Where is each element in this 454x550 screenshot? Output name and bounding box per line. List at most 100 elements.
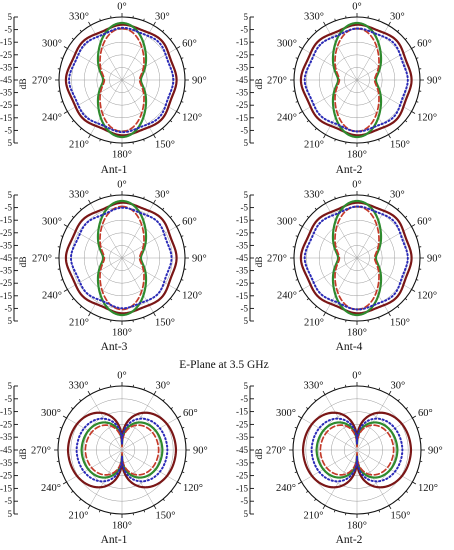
db-tick-label: -5 xyxy=(241,394,249,404)
series-curve-3 xyxy=(84,424,160,476)
grid-spoke xyxy=(121,25,154,81)
angle-tick xyxy=(397,498,400,501)
db-tick-label: 5 xyxy=(244,509,249,519)
angle-tick xyxy=(176,224,181,227)
angle-tick xyxy=(181,57,184,59)
angle-tick xyxy=(314,29,317,32)
db-tick-label: -45 xyxy=(0,75,12,85)
angle-tick xyxy=(153,21,156,26)
db-tick-label: -25 xyxy=(0,50,12,60)
db-scale: 5 -5 -15 -25 -35 -45 -35 -25 -15 -5 5 xyxy=(0,190,18,326)
db-tick-label: 5 xyxy=(244,190,249,200)
db-tick-label: 5 xyxy=(8,12,13,22)
angle-label: 240° xyxy=(42,113,62,124)
db-tick-label: -15 xyxy=(0,113,12,123)
angle-tick xyxy=(162,399,165,402)
db-tick-label: -5 xyxy=(241,203,249,213)
angle-tick xyxy=(412,481,417,485)
db-tick-label: 5 xyxy=(8,381,13,391)
angle-tick xyxy=(298,46,303,49)
angle-tick xyxy=(295,235,298,237)
angle-tick xyxy=(98,387,101,390)
db-tick-label: -35 xyxy=(0,240,12,250)
angle-tick xyxy=(306,490,309,493)
db-tick-label: -15 xyxy=(236,291,248,301)
angle-tick xyxy=(294,471,297,474)
angle-tick xyxy=(143,510,146,513)
angle-tick xyxy=(378,18,380,21)
angle-tick xyxy=(397,306,400,309)
angle-label: 210° xyxy=(69,318,89,329)
angle-label: 30° xyxy=(155,189,170,200)
angle-tick xyxy=(417,426,420,429)
polar-chart-3: 0° 30° 60° 90° 120° 150° 180° 210° 240° 270° 300° 3… xyxy=(0,180,207,354)
angle-tick xyxy=(98,510,101,513)
db-tick-label: 5 xyxy=(8,138,13,148)
angle-label: 150° xyxy=(390,318,410,329)
angle-tick xyxy=(323,134,326,139)
angle-tick xyxy=(170,490,173,493)
angle-label: 180° xyxy=(347,150,367,161)
angle-tick xyxy=(397,29,400,32)
angle-tick xyxy=(60,279,63,281)
angle-label: 240° xyxy=(277,291,297,302)
angle-tick xyxy=(378,139,380,142)
angle-tick xyxy=(334,139,336,142)
angle-label: 180° xyxy=(347,328,367,339)
grid-spoke xyxy=(302,226,358,259)
angle-tick xyxy=(87,505,91,510)
angle-label: 0° xyxy=(117,2,126,13)
angle-tick xyxy=(62,415,67,419)
polar-chart-4: 0° 30° 60° 90° 120° 150° 180° 210° 240° 270° 300° 3… xyxy=(236,180,442,354)
grid-spoke xyxy=(356,79,389,135)
db-tick-label: -5 xyxy=(241,25,249,35)
angle-tick xyxy=(153,505,157,510)
grid-spoke xyxy=(121,79,154,135)
angle-tick xyxy=(314,306,317,309)
angle-label: 120° xyxy=(417,291,437,302)
series-curve-4 xyxy=(68,26,175,134)
db-scale: 5 -5 -15 -25 -35 -45 -35 -25 -15 -5 5 xyxy=(236,381,254,519)
angle-label: 300° xyxy=(276,408,296,419)
angle-label: 270° xyxy=(32,76,52,87)
angle-tick xyxy=(306,120,309,123)
db-tick-label: -35 xyxy=(236,266,248,276)
angle-tick xyxy=(314,399,317,402)
angle-tick xyxy=(314,128,317,131)
angle-label: 0° xyxy=(117,371,126,382)
angle-tick xyxy=(99,139,101,142)
angle-tick xyxy=(388,505,392,510)
grid-spoke xyxy=(66,417,123,451)
angle-label: 270° xyxy=(267,76,287,87)
angle-tick xyxy=(298,224,303,227)
angle-tick xyxy=(322,505,326,510)
db-tick-label: -25 xyxy=(236,100,248,110)
angle-label: 210° xyxy=(304,318,324,329)
angle-label: 240° xyxy=(41,483,61,494)
angle-label: 60° xyxy=(182,39,197,50)
angle-label: 330° xyxy=(69,381,89,392)
angle-label: 0° xyxy=(352,2,361,13)
grid-spoke xyxy=(67,226,123,259)
angle-tick xyxy=(162,207,165,210)
db-tick-label: -25 xyxy=(0,419,12,429)
angle-label: 60° xyxy=(183,408,198,419)
angle-tick xyxy=(297,481,302,485)
db-tick-label: -15 xyxy=(236,37,248,47)
db-tick-label: -15 xyxy=(236,483,248,493)
angle-tick xyxy=(388,199,391,204)
angle-label: 150° xyxy=(390,140,410,151)
angle-tick xyxy=(182,471,185,474)
angle-tick xyxy=(153,134,156,139)
series-curve-3 xyxy=(319,424,395,476)
grid-spokes xyxy=(59,17,185,143)
angle-label: 90° xyxy=(427,76,442,87)
grid-spoke xyxy=(356,257,389,313)
angle-label: 60° xyxy=(182,217,197,228)
grid-spoke xyxy=(356,25,389,81)
angle-label: 300° xyxy=(41,408,61,419)
grid-spoke xyxy=(66,449,123,483)
panel-label: Ant-2 xyxy=(336,164,363,176)
polar-chart-5: 0° 30° 60° 90° 120° 150° 180° 210° 240° 270° 300° 3… xyxy=(0,371,208,547)
db-tick-label: -45 xyxy=(236,75,248,85)
